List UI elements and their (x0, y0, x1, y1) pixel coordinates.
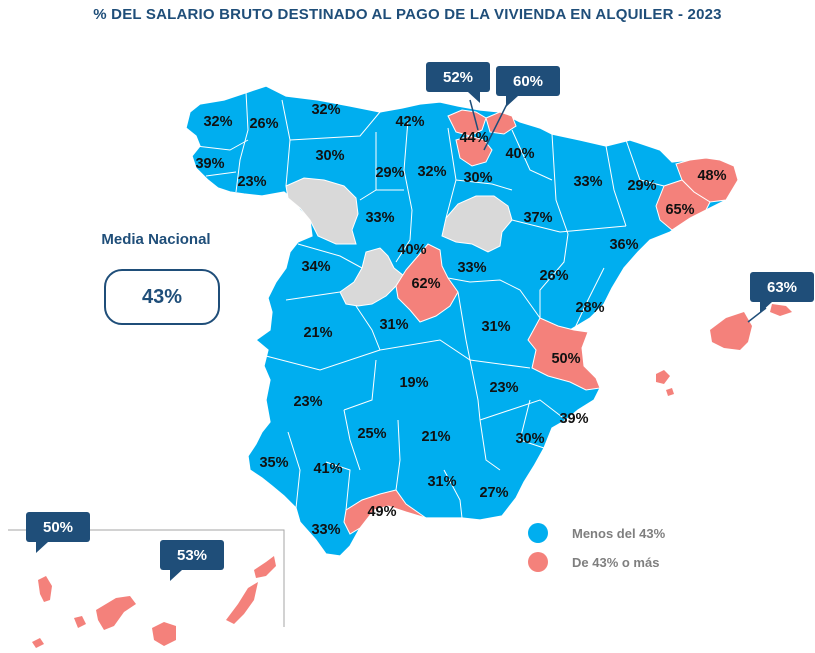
label-valencia: 50% (551, 351, 580, 367)
label-teruel: 26% (539, 268, 568, 284)
label-zaragoza: 37% (523, 210, 552, 226)
label-albacete: 23% (489, 380, 518, 396)
no-data-avila (339, 247, 405, 307)
label-cordoba: 25% (357, 426, 386, 442)
label-segovia: 40% (397, 242, 426, 258)
label-caceres: 21% (303, 325, 332, 341)
label-ciudad-real: 19% (399, 375, 428, 391)
region-barcelona (655, 179, 711, 231)
callout-baleares: 63% (750, 272, 814, 313)
region-bizkaia (447, 109, 487, 137)
province-borders (195, 91, 665, 519)
region-gipuzkoa (485, 111, 517, 135)
label-palencia: 29% (375, 165, 404, 181)
label-tarragona: 36% (609, 237, 638, 253)
callouts: 52% 60% 63% 50% 53% (26, 62, 814, 581)
label-pontevedra: 39% (195, 156, 224, 172)
label-badajoz: 23% (293, 394, 322, 410)
island-lanzarote (254, 556, 276, 578)
no-data-soria (441, 195, 513, 253)
legend-item-above: De 43% o más (528, 552, 659, 572)
label-barcelona: 65% (665, 202, 694, 218)
label-jaen: 21% (421, 429, 450, 445)
no-data-zamora (285, 177, 359, 245)
callout-leaders (469, 99, 767, 323)
label-lugo: 26% (249, 116, 278, 132)
callout-santa-cruz-tenerife: 50% (26, 512, 90, 553)
label-castellon: 28% (575, 300, 604, 316)
national-average-title: Media Nacional (101, 231, 211, 248)
label-guadalajara: 33% (457, 260, 486, 276)
label-cadiz: 33% (311, 522, 340, 538)
label-madrid: 62% (411, 276, 440, 292)
label-salamanca: 34% (301, 259, 330, 275)
legend-item-below: Menos del 43% (528, 523, 665, 543)
island-la-palma (38, 576, 52, 602)
peninsula-shape (185, 85, 792, 557)
label-bizkaia: 44% (459, 130, 488, 146)
canary-islands-inset (8, 529, 285, 648)
map-title: % DEL SALARIO BRUTO DESTINADO AL PAGO DE… (93, 6, 722, 23)
region-baleares-ibiza (656, 370, 670, 384)
label-leon: 30% (315, 148, 344, 164)
region-alava (455, 135, 493, 167)
label-huesca: 33% (573, 174, 602, 190)
region-baleares-formentera (666, 388, 674, 396)
callout-value-alava: 60% (513, 73, 543, 90)
callout-value-gipuzkoa: 52% (443, 69, 473, 86)
national-average-value: 43% (104, 269, 220, 325)
region-baleares-mallorca (710, 312, 752, 350)
island-el-hierro (32, 638, 44, 648)
region-madrid (395, 243, 459, 323)
label-la-rioja: 30% (463, 170, 492, 186)
label-asturias: 32% (311, 102, 340, 118)
callout-value-santa-cruz-tenerife: 50% (43, 519, 73, 536)
callout-value-las-palmas: 53% (177, 547, 207, 564)
callout-gipuzkoa: 52% (426, 62, 490, 103)
region-valencia (527, 317, 601, 391)
label-valladolid: 33% (365, 210, 394, 226)
label-almeria: 27% (479, 485, 508, 501)
label-lleida: 29% (627, 178, 656, 194)
label-ourense: 23% (237, 174, 266, 190)
canary-inset-frame (8, 529, 285, 627)
label-granada: 31% (427, 474, 456, 490)
region-baleares-menorca (770, 304, 792, 316)
label-toledo: 31% (379, 317, 408, 333)
label-murcia: 30% (515, 431, 544, 447)
island-la-gomera (74, 616, 86, 628)
legend-label-above: De 43% o más (572, 554, 660, 570)
legend-label-below: Menos del 43% (572, 525, 666, 541)
label-malaga: 49% (367, 504, 396, 520)
callout-value-baleares: 63% (767, 279, 797, 296)
label-girona: 48% (697, 168, 726, 184)
label-burgos: 32% (417, 164, 446, 180)
callout-alava: 60% (496, 66, 560, 107)
label-sevilla: 41% (313, 461, 342, 477)
legend-dot-blue (528, 523, 548, 543)
label-huelva: 35% (259, 455, 288, 471)
island-gran-canaria (152, 622, 176, 646)
island-tenerife (96, 596, 136, 630)
label-cuenca: 31% (481, 319, 510, 335)
region-malaga (343, 489, 427, 535)
label-alicante: 39% (559, 411, 588, 427)
label-a-coruna: 32% (203, 114, 232, 130)
legend-dot-red (528, 552, 548, 572)
island-fuerteventura (226, 582, 258, 624)
callout-las-palmas: 53% (160, 540, 224, 581)
province-labels: 32% 26% 32% 42% 44% 40% 39% 23% 30% 29% 32% 30% 33% 2… (195, 102, 726, 538)
label-navarra: 40% (505, 146, 534, 162)
label-cantabria: 42% (395, 114, 424, 130)
